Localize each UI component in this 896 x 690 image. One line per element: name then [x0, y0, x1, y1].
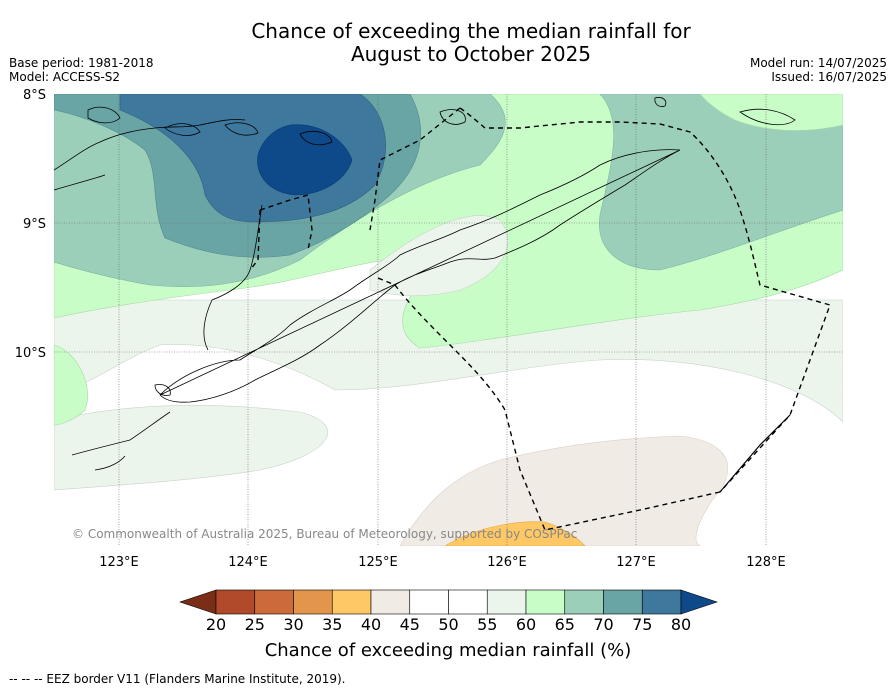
copyright-text: © Commonwealth of Australia 2025, Bureau…: [72, 527, 577, 541]
field-65-70-north-east: [699, 94, 843, 131]
field-55-60-central: [369, 215, 509, 297]
colorbar-tick-label: 45: [400, 615, 420, 634]
colorbar-tick-label: 25: [245, 615, 265, 634]
timor-island-coast: [159, 149, 681, 403]
lat-label-10s: 10°S: [15, 346, 46, 361]
colorbar-segment: [331, 589, 372, 615]
meta-left: Base period: 1981-2018 Model: ACCESS-S2: [9, 56, 154, 84]
rote-savu-coast: [71, 384, 171, 471]
colorbar-under-arrow: [179, 589, 217, 615]
lat-label-9s: 9°S: [23, 217, 46, 232]
field-35-40: [444, 521, 586, 546]
lat-label-8s: 8°S: [23, 88, 46, 103]
colorbar-tick-label: 30: [283, 615, 303, 634]
probability-fields: [54, 94, 843, 546]
flores-coast: [54, 119, 246, 171]
lon-label-124e: 124°E: [228, 555, 268, 570]
meta-right: Model run: 14/07/2025 Issued: 16/07/2025: [750, 56, 887, 84]
field-60-65-west: [54, 344, 88, 426]
north-islands-coast: [87, 97, 796, 146]
colorbar-segment: [254, 589, 294, 615]
map-title: Chance of exceeding the median rainfall …: [0, 20, 896, 66]
colorbar-segment: [564, 589, 604, 615]
colorbar-segment: [486, 589, 527, 615]
colorbar-tick-label: 50: [438, 615, 458, 634]
colorbar-tick-label: 35: [322, 615, 342, 634]
base-period-text: Base period: 1981-2018: [9, 56, 154, 70]
model-text: Model: ACCESS-S2: [9, 70, 121, 84]
colorbar-tick-label: 80: [671, 615, 691, 634]
title-line-2: August to October 2025: [350, 42, 592, 66]
eez-border: [249, 107, 831, 531]
colorbar-tick-label: 55: [477, 615, 497, 634]
sumba-coast: [54, 174, 106, 191]
field-65-70-east: [599, 94, 843, 271]
colorbar-tick-label: 20: [206, 615, 226, 634]
issued-text: Issued: 16/07/2025: [771, 70, 887, 84]
colorbar-segment: [293, 589, 333, 615]
colorbar-segment: [370, 589, 411, 615]
field-40-45: [399, 435, 729, 546]
footnote: -- -- -- EEZ border V11 (Flanders Marine…: [9, 672, 346, 686]
title-line-1: Chance of exceeding the median rainfall …: [251, 19, 691, 43]
colorbar-segment: [641, 589, 682, 615]
colorbar-segment: [525, 589, 566, 615]
colorbar-over-arrow: [680, 589, 718, 615]
maritime-boundary-solid: [719, 414, 791, 493]
lon-label-125e: 125°E: [358, 555, 398, 570]
field-55-60: [54, 299, 843, 423]
lon-label-127e: 127°E: [616, 555, 656, 570]
colorbar-tick-label: 40: [361, 615, 381, 634]
graticule: [54, 94, 843, 546]
colorbar-segment: [603, 589, 643, 615]
lon-label-126e: 126°E: [487, 555, 527, 570]
colorbar-segment: [215, 589, 256, 615]
field-over-80: [257, 124, 353, 196]
colorbar-tick-label: 70: [593, 615, 613, 634]
colorbar-tick-label: 60: [516, 615, 536, 634]
lon-label-123e: 123°E: [99, 555, 139, 570]
field-55-60-south-west: [54, 405, 329, 491]
colorbar-segment: [409, 589, 449, 615]
lon-label-128e: 128°E: [746, 555, 786, 570]
colorbar: 20 25 30 35 40 45 50 55 60 65 70 75 80: [179, 589, 718, 634]
colorbar-tick-label: 75: [632, 615, 652, 634]
alor-island-coast: [203, 204, 263, 351]
colorbar-tick-label: 65: [555, 615, 575, 634]
colorbar-segment: [448, 589, 488, 615]
coastlines: [54, 97, 796, 471]
model-run-text: Model run: 14/07/2025: [749, 56, 887, 70]
colorbar-label: Chance of exceeding median rainfall (%): [264, 640, 632, 661]
